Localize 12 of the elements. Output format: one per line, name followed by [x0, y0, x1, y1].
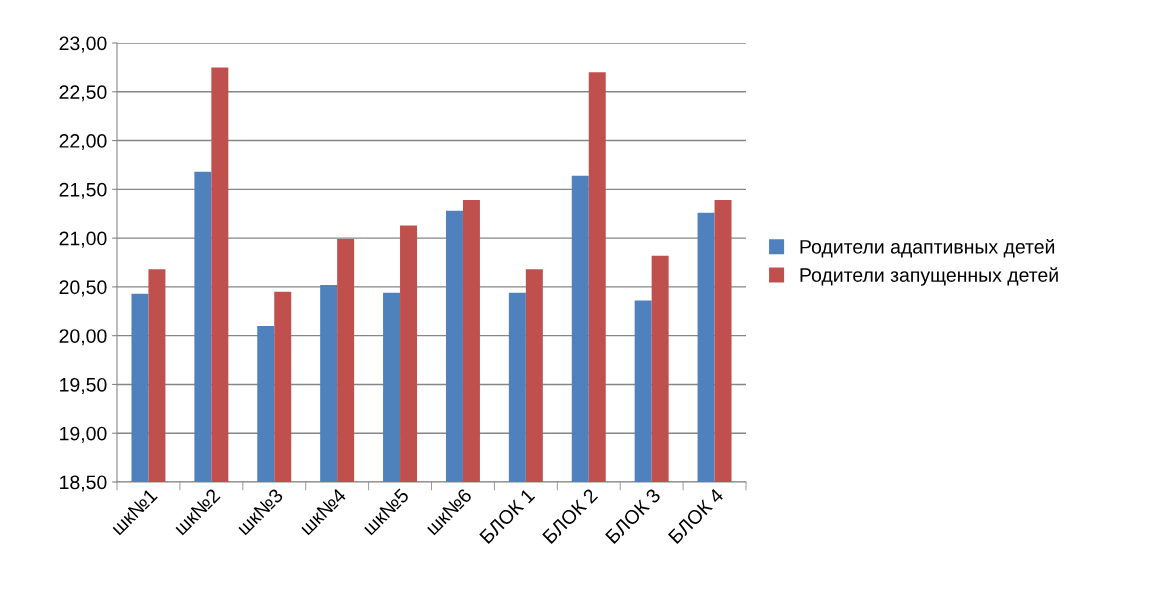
y-tick-label: 21,00 — [59, 231, 107, 248]
y-tick-label: 20,50 — [59, 280, 107, 297]
y-tick-label: 21,50 — [59, 182, 107, 199]
y-tick-label: 18,50 — [60, 475, 107, 492]
y-tick-label: 20,00 — [59, 329, 107, 346]
y-tick-label: 19,00 — [60, 426, 107, 443]
legend-label: Родители адаптивных детей — [800, 239, 1055, 258]
y-tick-label: 23,00 — [59, 36, 107, 53]
y-tick-label: 22,50 — [59, 85, 107, 102]
y-tick-label: 19,50 — [60, 377, 107, 394]
y-tick-label: 22,00 — [59, 134, 107, 151]
legend-label: Родители запущенных детей — [800, 267, 1058, 286]
